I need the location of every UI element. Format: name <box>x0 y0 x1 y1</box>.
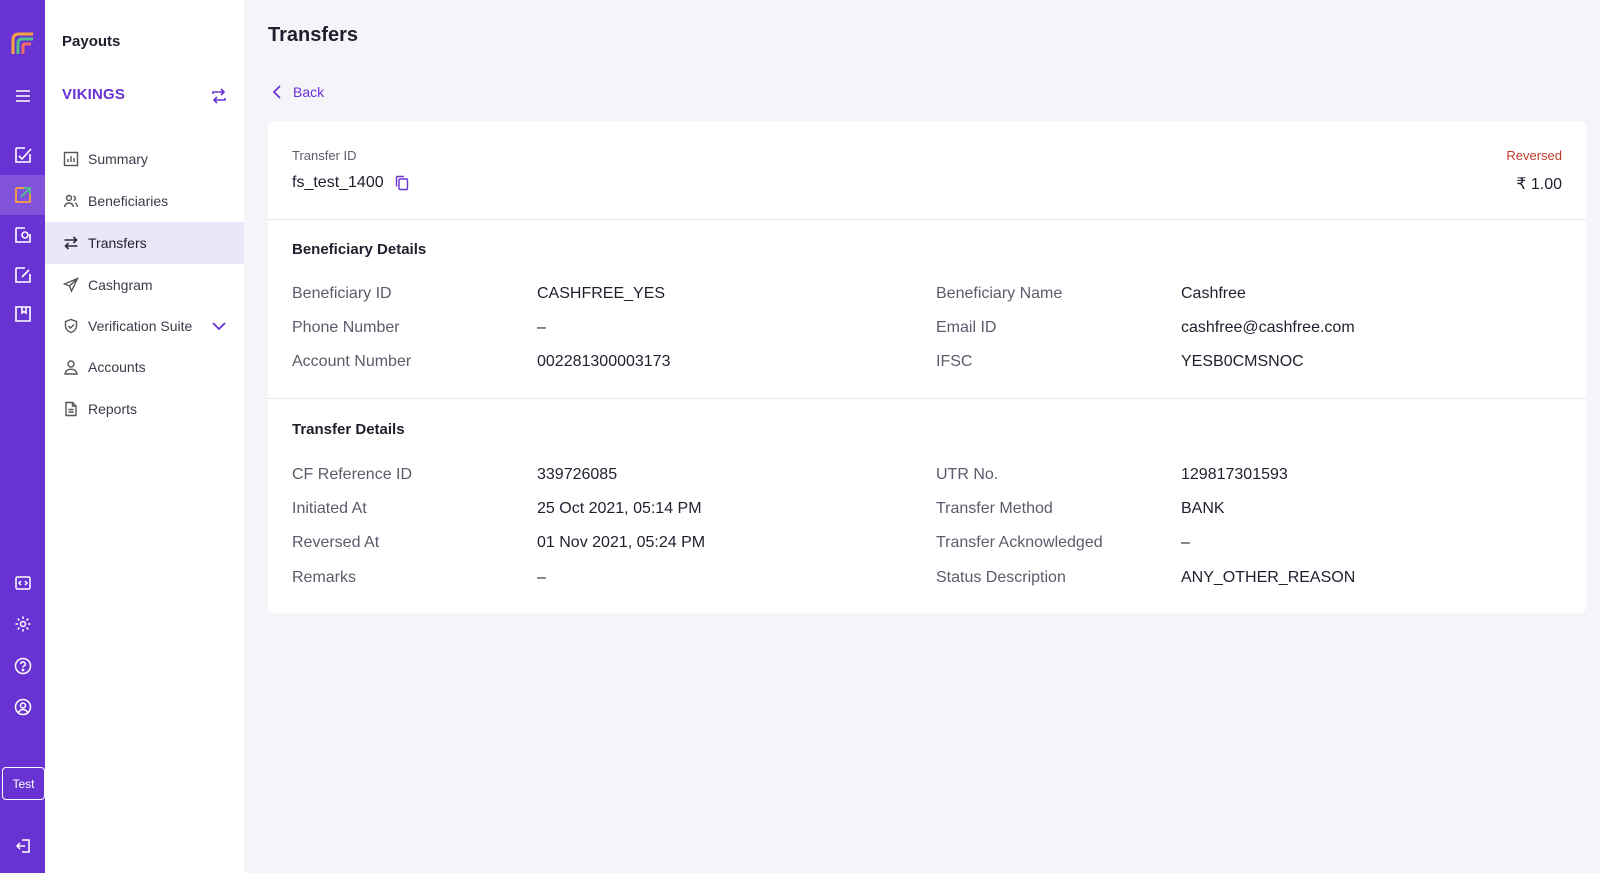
chevron-down-icon[interactable] <box>210 317 228 335</box>
section-title: Beneficiary Details <box>292 241 427 258</box>
user-circle-icon[interactable] <box>0 687 45 727</box>
field-value: 01 Nov 2021, 05:24 PM <box>537 534 706 551</box>
sidebar-item-label: Summary <box>88 151 148 167</box>
transfer-details-card: Transfer ID fs_test_1400 Reversed ₹ 1.00… <box>268 121 1586 613</box>
field-value: CASHFREE_YES <box>537 285 666 302</box>
sidebar-item-label: Beneficiaries <box>88 193 169 209</box>
document-edit-icon[interactable] <box>0 255 45 295</box>
refund-icon[interactable] <box>0 215 45 255</box>
sidebar: Payouts VIKINGS Summary Beneficiaries Tr… <box>45 0 244 873</box>
field-label: Phone Number <box>292 319 400 336</box>
chart-icon <box>62 150 80 168</box>
sidebar-item-accounts[interactable]: Accounts <box>45 346 244 388</box>
field-value: ANY_OTHER_REASON <box>1181 569 1356 586</box>
users-icon <box>62 192 80 210</box>
logo-icon <box>0 24 45 64</box>
field-value: BANK <box>1181 500 1225 517</box>
sidebar-item-reports[interactable]: Reports <box>45 388 244 430</box>
field-label: Initiated At <box>292 500 367 517</box>
field-label: IFSC <box>936 353 973 370</box>
field-label: Remarks <box>292 569 357 586</box>
transfer-id-label: Transfer ID <box>292 148 357 163</box>
status-badge: Reversed <box>1506 148 1562 163</box>
app-title: Payouts <box>62 33 121 50</box>
file-icon <box>62 400 80 418</box>
field-label: CF Reference ID <box>292 466 413 483</box>
field-label: Beneficiary ID <box>292 285 392 302</box>
test-mode-button[interactable]: Test <box>2 767 45 800</box>
back-button[interactable]: Back <box>268 84 324 100</box>
page-title: Transfers <box>268 24 359 46</box>
field-label: Beneficiary Name <box>936 285 1063 302</box>
sidebar-item-label: Reports <box>88 401 138 417</box>
field-label: Transfer Acknowledged <box>936 534 1103 551</box>
field-value: 25 Oct 2021, 05:14 PM <box>537 500 702 517</box>
sidebar-item-summary[interactable]: Summary <box>45 138 244 180</box>
gear-icon[interactable] <box>0 604 45 644</box>
shield-check-icon <box>62 317 80 335</box>
field-value: 129817301593 <box>1181 466 1288 483</box>
menu-icon[interactable] <box>0 76 45 116</box>
sidebar-item-cashgram[interactable]: Cashgram <box>45 264 244 306</box>
logout-icon[interactable] <box>0 826 45 866</box>
org-name: VIKINGS <box>62 86 126 103</box>
transfer-icon <box>62 234 80 252</box>
field-value: Cashfree <box>1181 285 1246 302</box>
field-value: – <box>1181 534 1190 551</box>
field-label: Status Description <box>936 569 1066 586</box>
sidebar-item-transfers[interactable]: Transfers <box>45 222 244 264</box>
beneficiary-details-section: Beneficiary Details Beneficiary ID CASHF… <box>268 220 1586 399</box>
field-label: Transfer Method <box>936 500 1053 517</box>
clipboard-icon[interactable] <box>0 294 45 334</box>
field-label: UTR No. <box>936 466 999 483</box>
send-icon <box>62 276 80 294</box>
field-label: Account Number <box>292 353 412 370</box>
edit-check-icon[interactable] <box>0 135 45 175</box>
field-label: Email ID <box>936 319 997 336</box>
transfer-info-section: Transfer Details CF Reference ID 3397260… <box>268 399 1586 613</box>
developer-icon[interactable] <box>0 563 45 603</box>
copy-icon[interactable] <box>394 175 410 191</box>
sidebar-item-label: Transfers <box>88 235 147 251</box>
sidebar-item-beneficiaries[interactable]: Beneficiaries <box>45 180 244 222</box>
sidebar-item-verification-suite[interactable]: Verification Suite <box>45 305 244 347</box>
sidebar-item-label: Accounts <box>88 359 146 375</box>
field-value: 002281300003173 <box>537 353 671 370</box>
back-label: Back <box>293 84 325 100</box>
payouts-icon[interactable] <box>0 175 45 215</box>
field-label: Reversed At <box>292 534 380 551</box>
transfer-id-value: fs_test_1400 <box>292 174 410 192</box>
transfer-summary-section: Transfer ID fs_test_1400 Reversed ₹ 1.00 <box>268 121 1586 220</box>
transfer-id-text: fs_test_1400 <box>292 174 384 191</box>
section-title: Transfer Details <box>292 421 405 438</box>
switch-account-icon[interactable] <box>209 86 229 106</box>
chevron-left-icon <box>268 84 284 100</box>
field-value: 339726085 <box>537 466 618 483</box>
transfer-amount: ₹ 1.00 <box>1516 176 1562 193</box>
field-value: – <box>537 569 546 586</box>
user-icon <box>62 358 80 376</box>
field-value: cashfree@cashfree.com <box>1181 319 1355 336</box>
sidebar-item-label: Verification Suite <box>88 318 193 334</box>
help-icon[interactable] <box>0 646 45 686</box>
app-rail: Test <box>0 0 45 873</box>
field-value: YESB0CMSNOC <box>1181 353 1304 370</box>
field-value: – <box>537 319 546 336</box>
sidebar-item-label: Cashgram <box>88 277 153 293</box>
